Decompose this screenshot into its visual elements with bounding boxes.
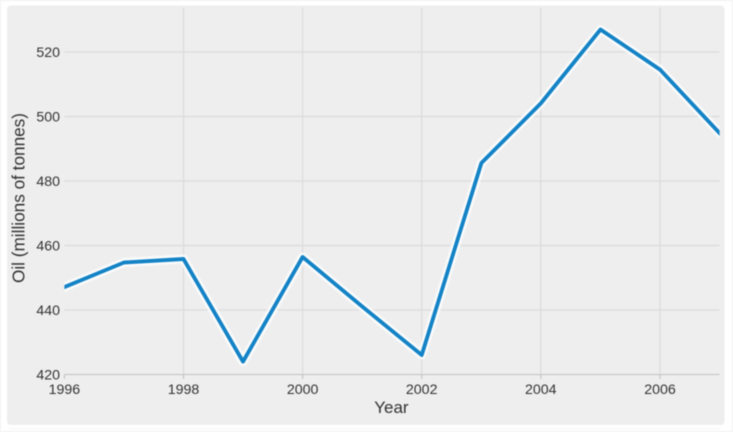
svg-text:Oil (millions of tonnes): Oil (millions of tonnes) <box>9 113 29 283</box>
svg-text:440: 440 <box>36 303 60 319</box>
svg-text:2004: 2004 <box>525 382 557 398</box>
svg-text:Year: Year <box>374 398 409 417</box>
svg-text:500: 500 <box>36 110 60 126</box>
svg-text:2006: 2006 <box>644 382 676 398</box>
svg-text:2002: 2002 <box>406 382 438 398</box>
svg-text:1998: 1998 <box>168 382 200 398</box>
svg-text:2000: 2000 <box>287 382 319 398</box>
svg-text:520: 520 <box>36 45 60 61</box>
svg-text:1996: 1996 <box>49 382 81 398</box>
svg-text:480: 480 <box>36 174 60 190</box>
svg-text:460: 460 <box>36 239 60 255</box>
svg-text:420: 420 <box>36 368 60 384</box>
